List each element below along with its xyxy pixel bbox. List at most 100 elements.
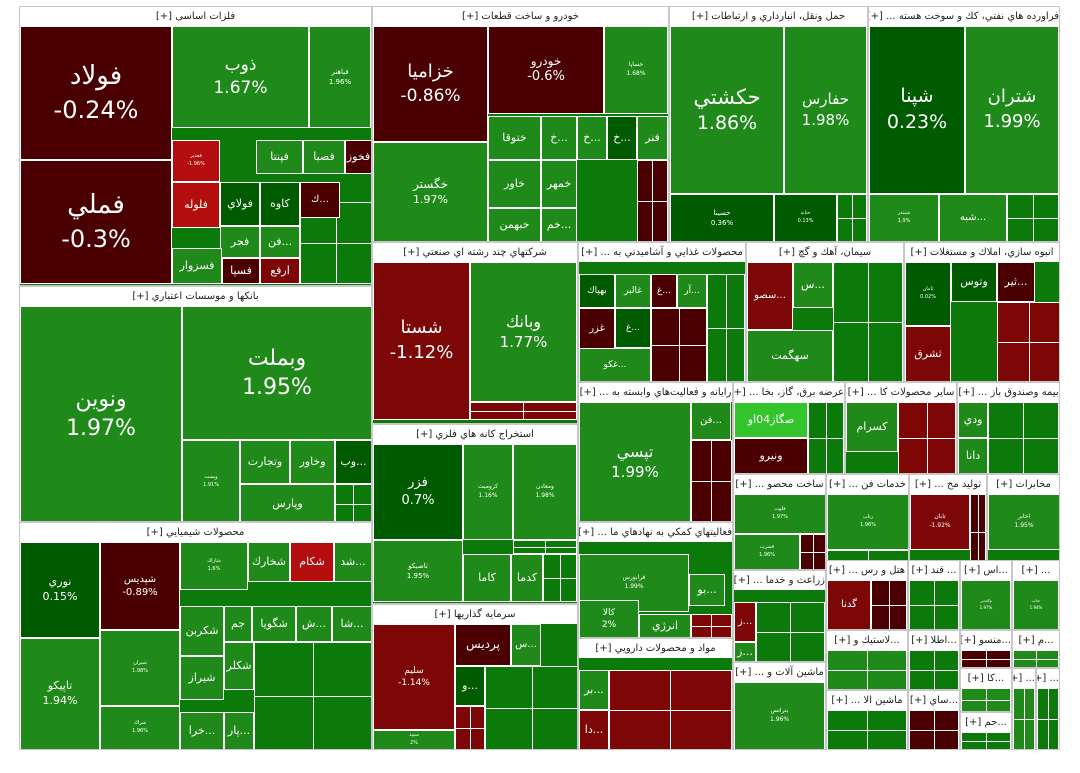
stock-tile[interactable]: تپسي 1.99% <box>579 402 691 521</box>
stock-tile[interactable]: ونيرو <box>734 438 808 473</box>
stock-tile[interactable]: فزر 0.7% <box>373 444 463 540</box>
stock-tile[interactable]: صگاز04او <box>734 402 808 438</box>
stock-tile[interactable]: تاپيكو 1.94% <box>20 638 100 749</box>
sector-s22[interactable]: مواد و محصولات دارويي [+] ...بر ...دا <box>578 638 733 750</box>
stock-tile[interactable]: فولاد -0.24% <box>20 26 172 160</box>
sector-title[interactable]: حمل ونقل، انبارداري و ارتباطات [+] <box>691 11 846 22</box>
stock-tile[interactable]: ارفع <box>260 258 300 284</box>
sector-s2[interactable]: خودرو و ساخت قطعات [+] خزاميا -0.86% خودرو -… <box>372 6 669 242</box>
stock-tile[interactable]: جم <box>224 606 252 642</box>
stock-tile[interactable]: تاصيكو 1.95% <box>373 540 463 602</box>
sector-s10[interactable]: رايانه و فعاليت‌هاي وابسته به ... [+] تپس… <box>578 382 733 522</box>
sector-s30[interactable]: ...اطلا [+] <box>908 630 960 690</box>
sector-s12[interactable]: ساير محصولات كا ... [+] كسرام <box>845 382 957 474</box>
sector-title[interactable]: ...اس [+] <box>964 565 1008 576</box>
sector-s38[interactable]: ... [+] <box>1036 668 1060 750</box>
stock-tile[interactable]: ...خ <box>577 116 607 160</box>
stock-tile[interactable]: حسينا 0.36% <box>670 194 774 241</box>
sector-title[interactable]: ...ساي [+] <box>909 695 959 706</box>
stock-tile[interactable]: ...س <box>793 262 833 308</box>
mini-tile[interactable] <box>485 666 577 749</box>
stock-tile[interactable]: ...شد <box>334 542 371 582</box>
stock-tile[interactable]: ...س <box>511 624 541 666</box>
stock-tile[interactable]: ثامان 0.02% <box>905 262 951 326</box>
sector-title[interactable]: ... [+] <box>1013 673 1035 684</box>
mini-tile[interactable] <box>637 160 668 241</box>
stock-tile[interactable]: كسرام <box>846 402 898 452</box>
sector-title[interactable]: ... [+] <box>1037 673 1059 684</box>
stock-tile[interactable]: انرژي <box>639 614 691 637</box>
sector-title[interactable]: استخراج كانه هاي فلزي [+] <box>416 429 534 440</box>
sector-s11[interactable]: عرضه برق، گاز، بخا ... [+] صگاز04او ونيرو <box>733 382 845 474</box>
mini-tile[interactable] <box>691 440 732 521</box>
stock-tile[interactable]: فخوز <box>345 140 371 174</box>
sector-s1[interactable]: فلزات اساسی [+] فولاد -0.24% فملي -0.3% ذوب 1.… <box>19 6 372 286</box>
mini-tile[interactable] <box>909 650 959 689</box>
stock-tile[interactable]: وتجارت <box>240 440 290 484</box>
stock-tile[interactable]: وبانك 1.77% <box>470 262 577 402</box>
mini-tile[interactable] <box>961 688 1011 711</box>
stock-tile[interactable]: حتايد 0.13% <box>774 194 837 241</box>
stock-tile[interactable]: كاما <box>463 554 511 602</box>
stock-tile[interactable]: شپديس -0.89% <box>100 542 180 630</box>
stock-tile[interactable]: كروميت 1.16% <box>463 444 513 540</box>
mini-tile[interactable] <box>1007 194 1059 241</box>
stock-tile[interactable]: ...سصو <box>747 262 793 330</box>
stock-tile[interactable]: شيران 1.98% <box>100 630 180 706</box>
sector-title[interactable]: توليد مح ... [+] <box>914 479 982 490</box>
sector-s31[interactable]: ...منسو [+] <box>960 630 1012 668</box>
stock-tile[interactable]: كاوه <box>260 182 300 226</box>
stock-tile[interactable]: فصبا <box>303 140 345 174</box>
sector-title[interactable]: ...لاستيك و [+] <box>834 635 900 646</box>
stock-tile[interactable]: ...غ <box>651 274 677 308</box>
stock-tile[interactable]: نوري 0.15% <box>20 542 100 638</box>
sector-title[interactable]: ...منسو [+] <box>961 635 1011 646</box>
stock-tile[interactable]: شخارك <box>248 542 290 582</box>
sector-title[interactable]: سرمايه گذاريها [+] <box>434 609 516 620</box>
stock-tile[interactable]: وپست 1.91% <box>182 440 240 521</box>
sector-title[interactable]: ساير محصولات كا ... [+] <box>847 387 955 398</box>
mini-tile[interactable] <box>833 262 903 381</box>
sector-title[interactable]: محصولات غذايي و آشاميدني به ... [+] <box>581 247 743 258</box>
sector-s25[interactable]: هتل و رس ... [+] گدنا <box>826 560 908 630</box>
sector-s21[interactable]: فعاليتهاي كمكي به نهادهاي ما ... [+] فراب… <box>578 522 733 638</box>
sector-title[interactable]: محصولات شيميايي [+] <box>146 527 245 538</box>
sector-s33[interactable]: ماشين الا ... [+] <box>826 690 908 750</box>
stock-tile[interactable]: ذوب 1.67% <box>172 26 309 128</box>
mini-tile[interactable] <box>470 402 577 420</box>
stock-tile[interactable]: شستا -1.12% <box>373 262 470 420</box>
mini-tile[interactable] <box>909 580 959 629</box>
stock-tile[interactable]: شبندر 1.9% <box>869 194 939 241</box>
mini-tile[interactable] <box>827 650 907 689</box>
stock-tile[interactable]: ...غكو <box>579 348 651 381</box>
sector-title[interactable]: ... [+] <box>1021 565 1051 576</box>
sector-title[interactable]: سيمان، آهك و گچ [+] <box>778 247 872 258</box>
mini-tile[interactable] <box>707 274 745 381</box>
sector-title[interactable]: رايانه و فعاليت‌هاي وابسته به ... [+] <box>579 387 732 398</box>
sector-title[interactable]: شركتهاي چند رشته اي صنعتي [+] <box>403 247 547 258</box>
stock-tile[interactable]: ...خ <box>607 116 637 160</box>
stock-tile[interactable]: تابان -1.92% <box>910 494 970 550</box>
sector-s28[interactable]: ... [+] ختاب 1.94% <box>1012 560 1060 630</box>
mini-tile[interactable] <box>827 710 907 749</box>
sector-s14[interactable]: استخراج كانه هاي فلزي [+] فزر 0.7% كروميت 1.… <box>372 424 578 604</box>
sector-title[interactable]: ماشين آلات و ... [+] <box>735 667 824 678</box>
stock-tile[interactable]: سهگمت <box>747 330 833 381</box>
mini-tile[interactable] <box>1013 688 1035 749</box>
stock-tile[interactable]: غزر <box>579 308 615 350</box>
sector-title[interactable]: انبوه سازي، املاك و مستغلات [+] <box>910 247 1054 258</box>
sector-title[interactable]: بانكها و موسسات اعتباري [+] <box>132 291 259 302</box>
sector-s35[interactable]: ...كا [+] <box>960 668 1012 712</box>
stock-tile[interactable]: ...فن <box>260 226 300 258</box>
stock-tile[interactable]: ...آر <box>677 274 707 308</box>
sector-title[interactable]: خودرو و ساخت قطعات [+] <box>462 11 579 22</box>
sector-s15[interactable]: ساخت محصو ... [+] فلوت 1.97% فسرب 1.96% <box>733 474 826 570</box>
mini-tile[interactable] <box>909 710 959 749</box>
stock-tile[interactable]: حفارس 1.98% <box>784 26 867 194</box>
sector-s9[interactable]: انبوه سازي، املاك و مستغلات [+] ثامان 0.02… <box>904 242 1060 382</box>
mini-tile[interactable] <box>1037 688 1059 749</box>
mini-tile[interactable] <box>988 402 1059 473</box>
sector-title[interactable]: ...حم [+] <box>965 717 1007 728</box>
stock-tile[interactable]: ...بر <box>579 670 609 710</box>
sector-s23[interactable]: زراعت و خدما ... [+] ...ز ...ز <box>733 570 826 662</box>
